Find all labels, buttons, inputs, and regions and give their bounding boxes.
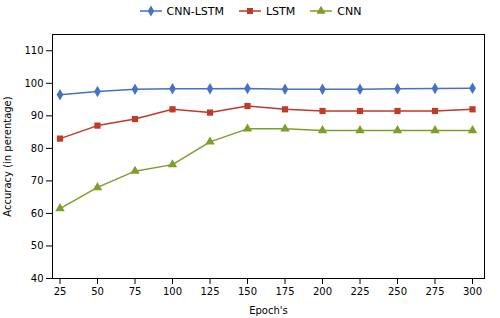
- svg-text:Accuracy (in perentage): Accuracy (in perentage): [2, 96, 13, 216]
- svg-text:150: 150: [238, 286, 257, 297]
- svg-text:70: 70: [31, 175, 44, 186]
- svg-text:275: 275: [425, 286, 444, 297]
- svg-text:100: 100: [24, 78, 43, 89]
- svg-text:125: 125: [200, 286, 219, 297]
- html-text:LSTM: LSTM: [266, 4, 296, 18]
- svg-text:100: 100: [163, 286, 182, 297]
- svg-text:80: 80: [31, 143, 44, 154]
- svg-text:50: 50: [91, 286, 104, 297]
- svg-text:75: 75: [129, 286, 142, 297]
- svg-text:250: 250: [388, 286, 407, 297]
- html-text:CNN-LSTM: CNN-LSTM: [166, 4, 224, 18]
- svg-text:90: 90: [31, 110, 44, 121]
- svg-text:Epoch's: Epoch's: [249, 305, 288, 316]
- svg-text:25: 25: [54, 286, 67, 297]
- svg-text:60: 60: [31, 208, 44, 219]
- svg-text:300: 300: [463, 286, 482, 297]
- svg-text:110: 110: [24, 45, 43, 56]
- svg-text:40: 40: [31, 273, 44, 284]
- svg-text:175: 175: [275, 286, 294, 297]
- svg-text:50: 50: [31, 240, 44, 251]
- svg-text:225: 225: [350, 286, 369, 297]
- svg-text:200: 200: [313, 286, 332, 297]
- html-text:CNN: CNN: [337, 4, 362, 18]
